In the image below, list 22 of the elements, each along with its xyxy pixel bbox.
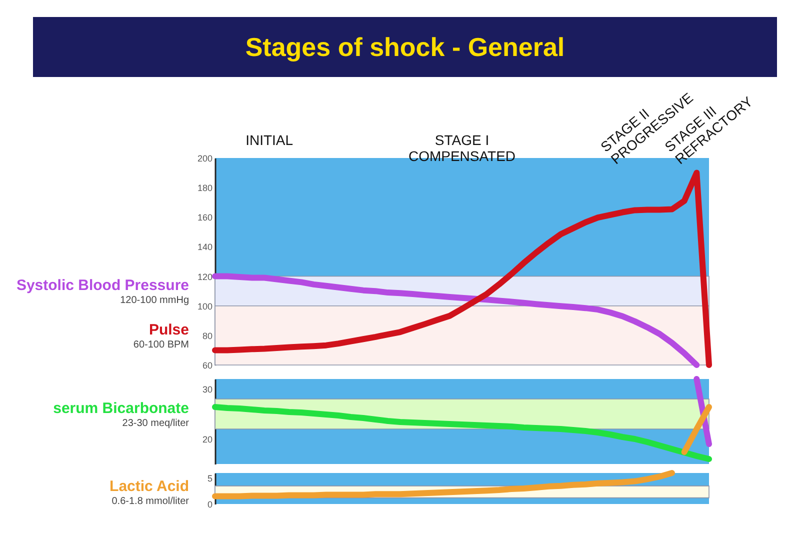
- y-tick-label: 140: [197, 242, 212, 252]
- y-tick-label: 0: [207, 500, 212, 510]
- band-label: 60-100 BPM: [133, 339, 189, 350]
- y-tick-label: 80: [202, 330, 212, 341]
- y-tick-label: 120: [197, 272, 212, 282]
- series-label: Systolic Blood Pressure: [16, 277, 189, 294]
- y-tick-label: 20: [202, 434, 212, 444]
- series-label: Pulse: [148, 321, 189, 338]
- series-label: Lactic Acid: [110, 478, 189, 495]
- y-tick-label: 180: [197, 183, 212, 194]
- y-tick-label: 60: [202, 360, 212, 370]
- series-label: serum Bicarbonate: [53, 400, 189, 417]
- y-tick-label: 160: [197, 212, 212, 223]
- y-tick-label: 200: [197, 154, 212, 164]
- y-tick-label: 30: [202, 384, 212, 394]
- y-tick-label: 5: [207, 474, 212, 484]
- text: INITIAL: [246, 132, 294, 148]
- chart-title: Stages of shock - General: [33, 17, 777, 77]
- band-label: 120-100 mmHg: [120, 295, 189, 306]
- band-label: 23-30 meq/liter: [122, 418, 190, 429]
- band-label: 0.6-1.8 mmol/liter: [112, 496, 190, 507]
- y-tick-label: 100: [197, 301, 212, 312]
